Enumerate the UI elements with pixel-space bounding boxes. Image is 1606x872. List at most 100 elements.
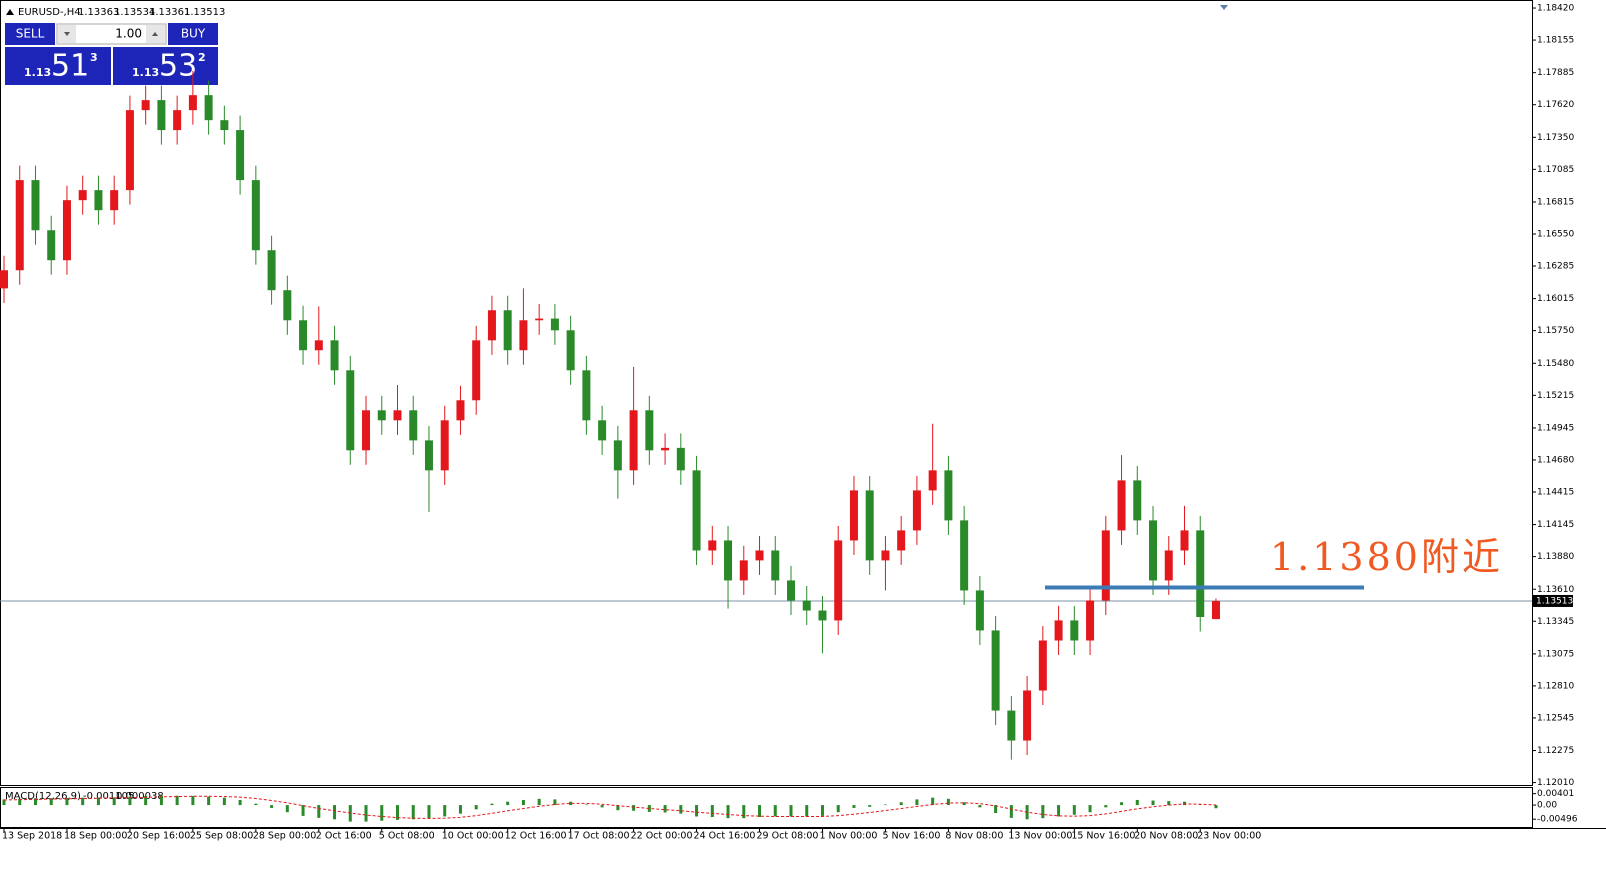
sell-suffix: 3 xyxy=(90,51,98,64)
macd-bar xyxy=(632,805,636,811)
macd-bar xyxy=(1151,800,1155,806)
sell-main: 51 xyxy=(51,49,89,84)
candle-body xyxy=(724,540,733,581)
macd-bar xyxy=(962,802,966,806)
sell-price-box[interactable] xyxy=(5,47,111,85)
x-tick-label: 24 Oct 16:00 xyxy=(694,831,756,842)
y-tick-label: 1.14945 xyxy=(1537,423,1574,433)
macd-bar xyxy=(222,797,226,806)
macd-bar xyxy=(537,798,541,806)
macd-bar xyxy=(270,805,274,808)
candle-body xyxy=(456,400,465,421)
candle-body xyxy=(771,550,780,581)
macd-bar xyxy=(285,805,289,813)
open-readout: 1.13363 xyxy=(78,7,119,18)
candle-body xyxy=(1038,640,1047,691)
y-tick-label: 1.14415 xyxy=(1537,487,1574,497)
price-label-bg xyxy=(1533,594,1573,607)
x-tick-label: 12 Oct 16:00 xyxy=(505,831,567,842)
candle-body xyxy=(110,190,119,211)
lot-value: 1.00 xyxy=(115,27,142,41)
candle-body xyxy=(629,410,638,471)
down-arrow xyxy=(64,32,70,36)
y-tick-label: 1.12275 xyxy=(1537,746,1574,756)
macd-bar xyxy=(569,801,573,806)
high-readout: 1.13534 xyxy=(114,7,155,18)
macd-bar xyxy=(852,805,856,808)
candle-body xyxy=(1054,620,1063,641)
buy-button[interactable] xyxy=(168,23,218,45)
macd-bar xyxy=(49,798,53,806)
macd-bar xyxy=(836,805,840,813)
x-tick-label: 5 Nov 16:00 xyxy=(882,831,940,842)
candle-body xyxy=(188,95,197,111)
macd-bar xyxy=(695,805,699,817)
macd-bar xyxy=(868,805,872,807)
candle-body xyxy=(755,550,764,561)
y-tick-label: 1.14145 xyxy=(1537,520,1574,530)
macd-bar xyxy=(411,805,415,820)
macd-bar xyxy=(317,805,321,818)
candle-body xyxy=(346,370,355,451)
macd-bar xyxy=(81,797,85,806)
sell-prefix: 1.13 xyxy=(24,66,51,79)
candle-body xyxy=(787,580,795,601)
macd-bar xyxy=(1135,799,1139,806)
macd-bar xyxy=(474,805,478,810)
macd-bar xyxy=(710,805,714,818)
candle-body xyxy=(1117,480,1126,531)
x-tick-label: 20 Nov 08:00 xyxy=(1134,831,1198,842)
x-tick-label: 8 Nov 08:00 xyxy=(945,831,1003,842)
macd-bar xyxy=(112,797,116,806)
macd-bar xyxy=(2,799,6,806)
macd-bar xyxy=(1104,805,1108,808)
macd-bar xyxy=(33,798,37,806)
collapse-icon[interactable] xyxy=(6,9,14,15)
macd-bar xyxy=(899,802,903,806)
candle-body xyxy=(1149,520,1158,581)
candle-body xyxy=(645,410,654,451)
candle-body xyxy=(94,190,103,211)
y-tick-label: 1.17085 xyxy=(1537,165,1574,175)
macd-bar xyxy=(427,805,431,819)
candle-body xyxy=(220,120,229,131)
candle-body xyxy=(1164,550,1173,581)
y-tick-label: 1.18420 xyxy=(1537,4,1574,14)
y-tick-label: 1.18155 xyxy=(1537,36,1574,46)
candle-body xyxy=(708,540,717,551)
macd-bar xyxy=(207,796,211,806)
y-tick-label: 1.16815 xyxy=(1537,197,1574,207)
candle-body xyxy=(1007,710,1016,741)
macd-bar xyxy=(1072,805,1076,815)
sell-button[interactable] xyxy=(5,23,55,45)
shift-marker xyxy=(1220,5,1228,10)
y-tick-label: -0.00496 xyxy=(1537,815,1578,825)
macd-bar xyxy=(144,795,148,806)
candle-body xyxy=(550,318,559,331)
candle-body xyxy=(487,310,496,341)
macd-bar xyxy=(789,805,793,817)
macd-title: MACD(12,26,9) xyxy=(5,791,81,802)
macd-bar xyxy=(458,805,462,814)
macd-bar xyxy=(584,804,588,806)
macd-bar xyxy=(1088,805,1092,813)
macd-bar xyxy=(600,805,604,808)
buy-price-box[interactable] xyxy=(113,47,218,85)
macd-bar xyxy=(1183,801,1186,806)
candle-body xyxy=(1211,600,1220,620)
lot-box[interactable] xyxy=(56,23,167,45)
y-tick-label: 1.15480 xyxy=(1537,359,1574,369)
x-tick-label: 23 Nov 00:00 xyxy=(1197,831,1261,842)
y-tick-label: 1.13880 xyxy=(1537,552,1574,562)
macd-bar xyxy=(742,805,746,819)
y-tick-label: 1.16285 xyxy=(1537,262,1574,272)
y-tick-label: 1.13610 xyxy=(1537,585,1574,595)
candle-body xyxy=(975,590,984,631)
candle-body xyxy=(661,447,670,451)
trade-panel: SELL 1.00 BUY 1.13 51 3 1.13 53 2 xyxy=(4,22,219,86)
macd-bar xyxy=(773,805,777,817)
candle-body xyxy=(1070,620,1079,641)
candle-body xyxy=(676,447,685,471)
buy-main: 53 xyxy=(159,49,197,84)
macd-bar xyxy=(65,797,69,806)
